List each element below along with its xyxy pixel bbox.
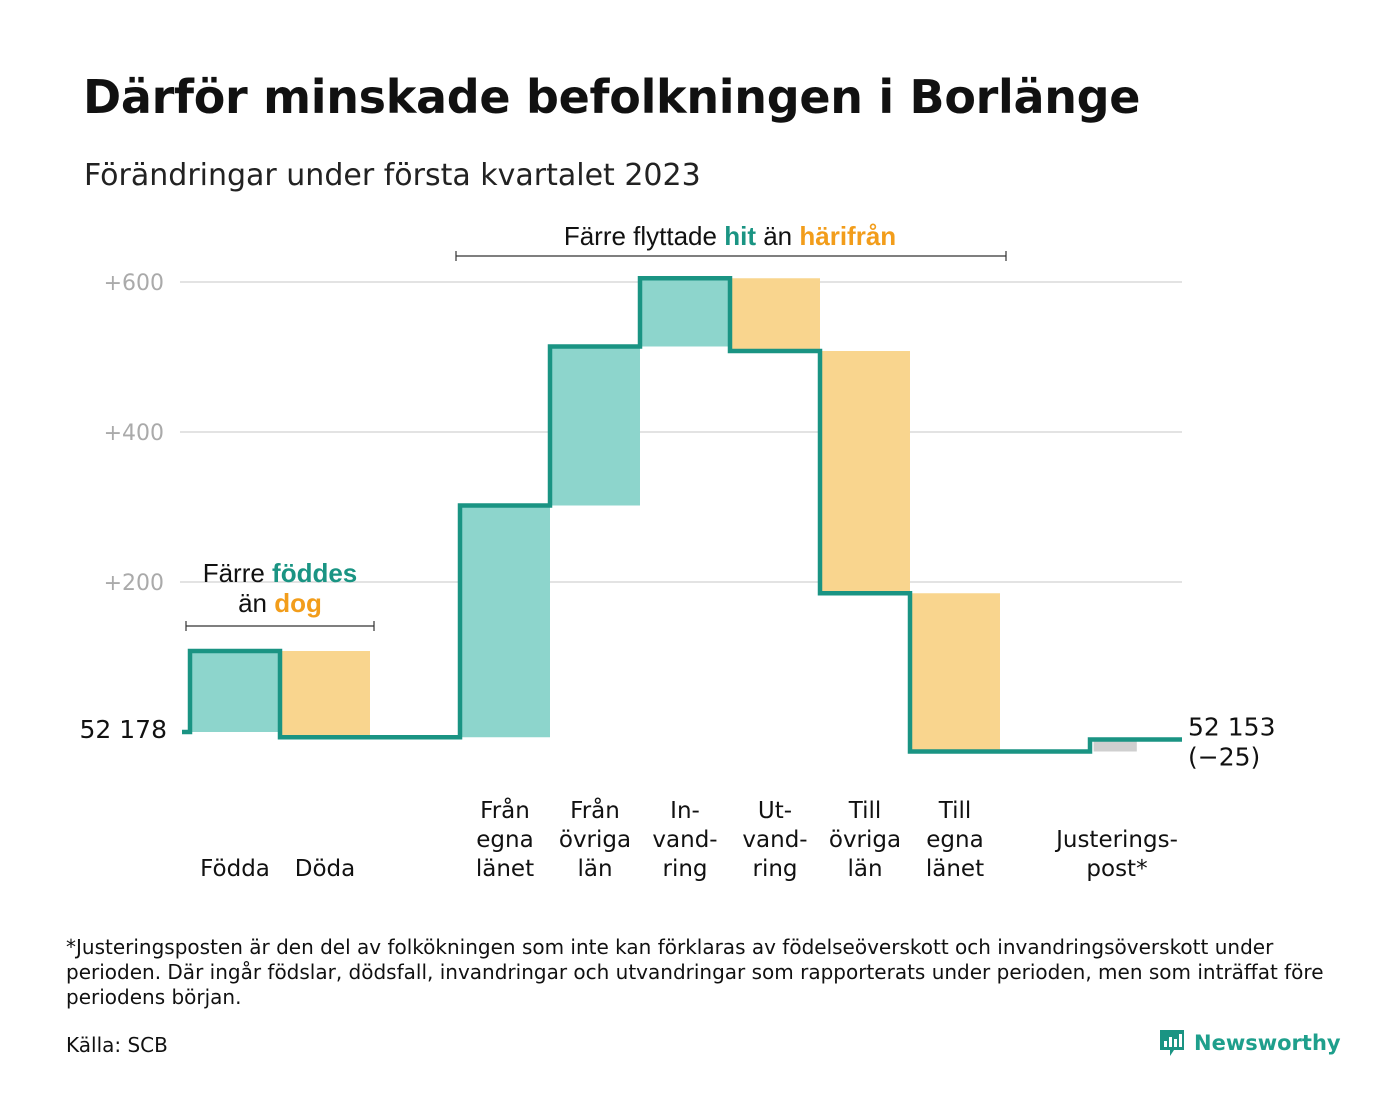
bar bbox=[1093, 739, 1137, 752]
bar bbox=[280, 651, 370, 738]
category-label: Till bbox=[938, 798, 972, 824]
waterfall-chart: +200 +400 +600 Födda Döda Från egna länet Från öv… bbox=[80, 221, 1276, 882]
bar bbox=[190, 651, 280, 732]
source-label: Källa: SCB bbox=[66, 1033, 168, 1057]
category-label: län bbox=[847, 856, 882, 882]
category-label: Från bbox=[570, 796, 620, 824]
category-label: vand- bbox=[742, 827, 807, 853]
chart-subtitle: Förändringar under första kvartalet 2023 bbox=[84, 158, 701, 193]
footnote: *Justeringsposten är den del av folkökni… bbox=[66, 935, 1324, 1009]
bar bbox=[820, 351, 910, 594]
start-value-label: 52 178 bbox=[80, 715, 167, 744]
brand-logo: Newsworthy bbox=[1158, 1028, 1341, 1058]
category-label: övriga bbox=[829, 827, 901, 853]
category-label: Justerings- bbox=[1054, 827, 1178, 853]
births-deaths-annotation: Färre föddes än dog bbox=[185, 558, 375, 631]
category-label: ring bbox=[662, 856, 707, 882]
bar bbox=[730, 278, 820, 351]
births-annotation-line1: Färre föddes bbox=[203, 558, 358, 588]
category-label: ring bbox=[752, 856, 797, 882]
category-label: Födda bbox=[200, 856, 270, 882]
end-change-label: (−25) bbox=[1188, 743, 1260, 772]
bar bbox=[550, 346, 640, 506]
bar bbox=[640, 278, 730, 347]
brand-name: Newsworthy bbox=[1194, 1031, 1341, 1055]
category-label: länet bbox=[476, 856, 534, 882]
births-annotation-bracket bbox=[185, 621, 375, 631]
labels: +200 +400 +600 Födda Döda Från egna länet Från öv… bbox=[80, 271, 1276, 882]
births-annotation-line2: än dog bbox=[238, 588, 322, 618]
bars bbox=[190, 278, 1137, 752]
category-label: länet bbox=[926, 856, 984, 882]
migration-annotation-text: Färre flyttade hit än härifrån bbox=[564, 221, 896, 251]
category-label: vand- bbox=[652, 827, 717, 853]
cumulative-line bbox=[182, 276, 1182, 754]
migration-annotation: Färre flyttade hit än härifrån bbox=[455, 221, 1007, 261]
category-label: egna bbox=[476, 827, 533, 853]
y-tick-label: +400 bbox=[104, 421, 164, 446]
category-label: In- bbox=[670, 798, 700, 824]
category-label: post* bbox=[1086, 856, 1147, 882]
category-label: Till bbox=[848, 798, 882, 824]
category-label: Ut- bbox=[758, 798, 792, 824]
newsworthy-logo-icon bbox=[1160, 1030, 1184, 1056]
bar bbox=[460, 505, 550, 738]
end-value-label: 52 153 bbox=[1188, 713, 1275, 742]
bar bbox=[910, 593, 1000, 752]
migration-annotation-bracket bbox=[455, 251, 1007, 261]
category-label: län bbox=[577, 856, 612, 882]
y-tick-label: +600 bbox=[104, 271, 164, 296]
y-tick-label: +200 bbox=[104, 571, 164, 596]
chart-title: Därför minskade befolkningen i Borlänge bbox=[83, 70, 1141, 124]
category-label: Döda bbox=[295, 856, 355, 882]
category-label: egna bbox=[926, 827, 983, 853]
category-label: övriga bbox=[559, 827, 631, 853]
cumulative-line-layer bbox=[182, 276, 1182, 754]
category-label: Från bbox=[480, 796, 530, 824]
